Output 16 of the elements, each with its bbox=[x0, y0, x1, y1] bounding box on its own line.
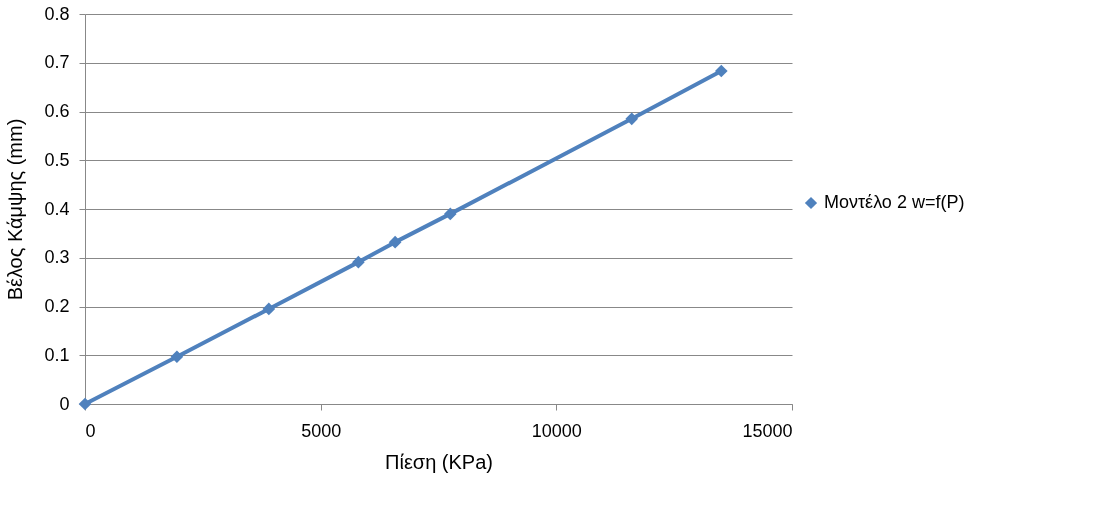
y-tick-label: 0.3 bbox=[44, 247, 70, 268]
x-axis-title: Πίεση (KPa) bbox=[385, 450, 493, 473]
y-tick-label: 0.7 bbox=[44, 52, 70, 73]
x-tick-label: 10000 bbox=[531, 420, 582, 441]
x-tick-label: 15000 bbox=[742, 420, 793, 441]
y-tick-label: 0.4 bbox=[44, 198, 70, 219]
y-tick-label: 0.2 bbox=[44, 296, 70, 316]
y-tick-label: 0.1 bbox=[44, 344, 70, 365]
x-tick-label: 5000 bbox=[301, 420, 342, 441]
y-tick-label: 0.5 bbox=[44, 149, 70, 170]
y-tick-label: 0.6 bbox=[44, 101, 70, 121]
y-axis-title: Βέλος Κάμψης (mm) bbox=[4, 118, 27, 301]
y-tick-label: 0.8 bbox=[44, 3, 70, 24]
x-tick-label: 0 bbox=[85, 420, 96, 441]
legend-label: Μοντέλο 2 w=f(P) bbox=[824, 192, 965, 212]
y-tick-label: 0 bbox=[59, 393, 70, 414]
